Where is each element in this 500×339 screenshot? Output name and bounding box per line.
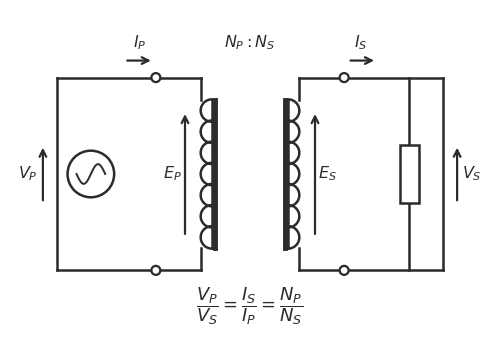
Circle shape [68, 151, 114, 197]
Text: $\dfrac{V_P}{V_S} = \dfrac{I_S}{I_P} = \dfrac{N_P}{N_S}$: $\dfrac{V_P}{V_S} = \dfrac{I_S}{I_P} = \… [196, 285, 304, 327]
Text: $E_P$: $E_P$ [163, 165, 182, 183]
Text: $V_P$: $V_P$ [18, 165, 38, 183]
Text: $V_S$: $V_S$ [462, 165, 481, 183]
Text: $I_P$: $I_P$ [132, 33, 146, 52]
Circle shape [340, 73, 348, 82]
Circle shape [340, 266, 348, 275]
Bar [400, 145, 418, 203]
Text: $I_S$: $I_S$ [354, 33, 368, 52]
Text: $E_S$: $E_S$ [318, 165, 337, 183]
Circle shape [152, 266, 160, 275]
Text: $N_P : N_S$: $N_P : N_S$ [224, 33, 276, 52]
Circle shape [152, 73, 160, 82]
